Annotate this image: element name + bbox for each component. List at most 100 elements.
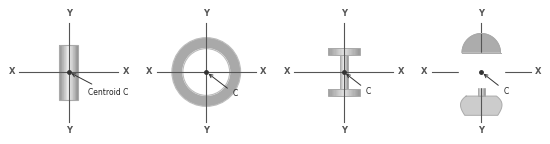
Circle shape [173,39,240,105]
Circle shape [176,41,236,103]
Polygon shape [468,39,495,53]
Bar [328,48,360,55]
Polygon shape [465,36,498,53]
Circle shape [182,48,230,96]
Bar [328,48,329,55]
Bar [347,48,348,55]
Bar [345,48,347,55]
Bar [329,48,331,55]
Bar [347,89,348,96]
Text: Y: Y [478,126,484,135]
Circle shape [177,43,235,101]
Bar [333,89,334,96]
Circle shape [182,48,230,96]
Bar [352,48,353,55]
Circle shape [177,43,235,101]
Circle shape [175,41,238,103]
Polygon shape [479,51,483,53]
Polygon shape [477,49,485,53]
Polygon shape [473,44,490,53]
Circle shape [175,41,238,103]
Polygon shape [480,51,482,53]
Circle shape [180,46,233,98]
Polygon shape [463,34,500,53]
Text: Y: Y [204,126,209,135]
Polygon shape [472,43,491,53]
Polygon shape [466,37,497,53]
Polygon shape [475,46,488,53]
Bar [334,48,336,55]
Bar [329,89,331,96]
Bar [59,44,60,100]
Bar [69,44,70,100]
Circle shape [179,45,233,99]
Text: X: X [122,68,129,76]
Polygon shape [459,53,504,80]
Polygon shape [481,52,482,53]
Bar [351,48,352,55]
Bar [349,89,351,96]
Bar [339,89,340,96]
Polygon shape [474,45,489,53]
Polygon shape [475,46,488,53]
Bar [351,89,352,96]
Bar [340,55,348,89]
Text: C: C [210,74,238,98]
Bar [63,44,64,100]
Polygon shape [467,39,496,53]
Polygon shape [466,38,496,53]
Bar [68,44,69,100]
Polygon shape [466,37,497,53]
Text: Y: Y [341,126,346,135]
Polygon shape [475,47,487,53]
Bar [60,44,61,100]
Polygon shape [470,41,493,53]
Bar [349,48,351,55]
Bar [342,48,343,55]
Circle shape [178,43,235,101]
Polygon shape [467,39,496,53]
Bar [70,44,72,100]
Circle shape [178,44,234,100]
Bar [336,48,337,55]
Polygon shape [469,40,494,53]
Text: X: X [146,68,153,76]
Text: Y: Y [66,9,72,18]
Bar [328,89,329,96]
Bar [348,89,349,96]
Bar [73,44,74,100]
Circle shape [173,38,240,106]
Polygon shape [478,50,484,53]
Text: Y: Y [341,9,346,18]
Polygon shape [462,34,501,53]
Bar [338,89,339,96]
Text: C: C [347,74,371,96]
Circle shape [176,42,236,102]
Text: X: X [421,68,428,76]
Bar [344,48,345,55]
Bar [334,89,336,96]
Bar [59,44,78,100]
Bar [353,89,355,96]
Bar [61,44,62,100]
Text: X: X [9,68,15,76]
Circle shape [174,39,239,105]
Circle shape [180,46,232,98]
Circle shape [179,44,234,100]
Bar [478,53,485,96]
Bar [358,89,360,96]
Bar [339,48,340,55]
Circle shape [183,48,230,96]
Polygon shape [479,51,483,53]
Bar [64,44,65,100]
Polygon shape [463,35,499,53]
Polygon shape [470,42,492,53]
Polygon shape [474,46,488,53]
Bar [338,48,339,55]
Polygon shape [469,41,493,53]
Bar [336,89,337,96]
Polygon shape [465,37,497,53]
Polygon shape [469,41,493,53]
Circle shape [173,39,239,105]
Polygon shape [481,52,482,53]
